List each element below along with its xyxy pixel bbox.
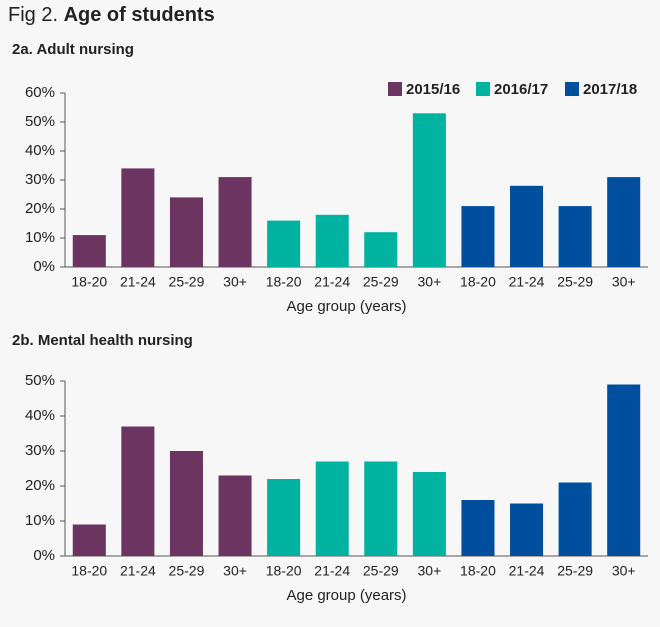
x-tick-label: 30+ — [612, 563, 636, 579]
bar — [315, 214, 349, 267]
x-tick-label: 25-29 — [363, 274, 399, 290]
bar — [607, 384, 641, 556]
bar — [510, 503, 544, 556]
legend-label: 2017/18 — [583, 81, 637, 98]
y-tick-label: 0% — [33, 258, 55, 275]
x-tick-label: 21-24 — [509, 274, 545, 290]
bar — [364, 461, 398, 556]
legend-swatch — [388, 82, 402, 96]
y-tick-label: 60% — [25, 84, 55, 101]
x-tick-label: 18-20 — [266, 274, 302, 290]
bar — [461, 206, 495, 267]
x-axis-label: Age group (years) — [286, 298, 406, 315]
x-tick-label: 21-24 — [509, 563, 545, 579]
chart-title: 2b. Mental health nursing — [12, 332, 193, 349]
bar — [412, 472, 446, 556]
legend-label: 2015/16 — [406, 81, 460, 98]
bar — [169, 197, 203, 267]
x-tick-label: 21-24 — [120, 563, 156, 579]
x-tick-label: 25-29 — [169, 274, 205, 290]
y-tick-label: 10% — [25, 512, 55, 529]
x-tick-label: 25-29 — [169, 563, 205, 579]
y-tick-label: 20% — [25, 200, 55, 217]
figure-title-text: Age of students — [64, 4, 215, 26]
y-tick-label: 40% — [25, 142, 55, 159]
figure-label: Fig 2. — [8, 4, 58, 26]
bar — [267, 479, 301, 556]
x-tick-label: 30+ — [612, 274, 636, 290]
bar — [121, 168, 155, 267]
y-tick-label: 50% — [25, 372, 55, 389]
y-tick-label: 10% — [25, 229, 55, 246]
bar — [607, 177, 641, 267]
bar — [461, 500, 495, 556]
x-tick-label: 21-24 — [314, 274, 350, 290]
y-tick-label: 30% — [25, 442, 55, 459]
x-tick-label: 18-20 — [71, 563, 107, 579]
x-tick-label: 30+ — [418, 563, 442, 579]
x-tick-label: 25-29 — [557, 274, 593, 290]
bar — [121, 426, 155, 556]
y-tick-label: 40% — [25, 407, 55, 424]
bar — [558, 206, 592, 267]
bar — [412, 113, 446, 267]
x-tick-label: 25-29 — [557, 563, 593, 579]
x-tick-label: 18-20 — [460, 563, 496, 579]
legend-label: 2016/17 — [494, 81, 548, 98]
legend-swatch — [476, 82, 490, 96]
x-axis-label: Age group (years) — [286, 587, 406, 604]
x-tick-label: 25-29 — [363, 563, 399, 579]
x-tick-label: 30+ — [223, 274, 247, 290]
bar — [510, 185, 544, 267]
x-tick-label: 30+ — [223, 563, 247, 579]
y-tick-label: 50% — [25, 113, 55, 130]
x-tick-label: 18-20 — [460, 274, 496, 290]
y-tick-label: 20% — [25, 477, 55, 494]
bar — [364, 232, 398, 267]
y-tick-label: 30% — [25, 171, 55, 188]
x-tick-label: 21-24 — [314, 563, 350, 579]
bar — [267, 220, 301, 267]
bar — [72, 235, 106, 267]
bar — [169, 451, 203, 556]
bar — [558, 482, 592, 556]
legend-swatch — [565, 82, 579, 96]
x-tick-label: 30+ — [418, 274, 442, 290]
x-tick-label: 18-20 — [266, 563, 302, 579]
y-tick-label: 0% — [33, 547, 55, 564]
bar — [218, 475, 252, 556]
bar — [218, 177, 252, 267]
x-tick-label: 21-24 — [120, 274, 156, 290]
x-tick-label: 18-20 — [71, 274, 107, 290]
chart-title: 2a. Adult nursing — [12, 41, 134, 58]
bar — [315, 461, 349, 556]
figure-title: Fig 2. Age of students — [8, 4, 215, 26]
bar — [72, 524, 106, 556]
